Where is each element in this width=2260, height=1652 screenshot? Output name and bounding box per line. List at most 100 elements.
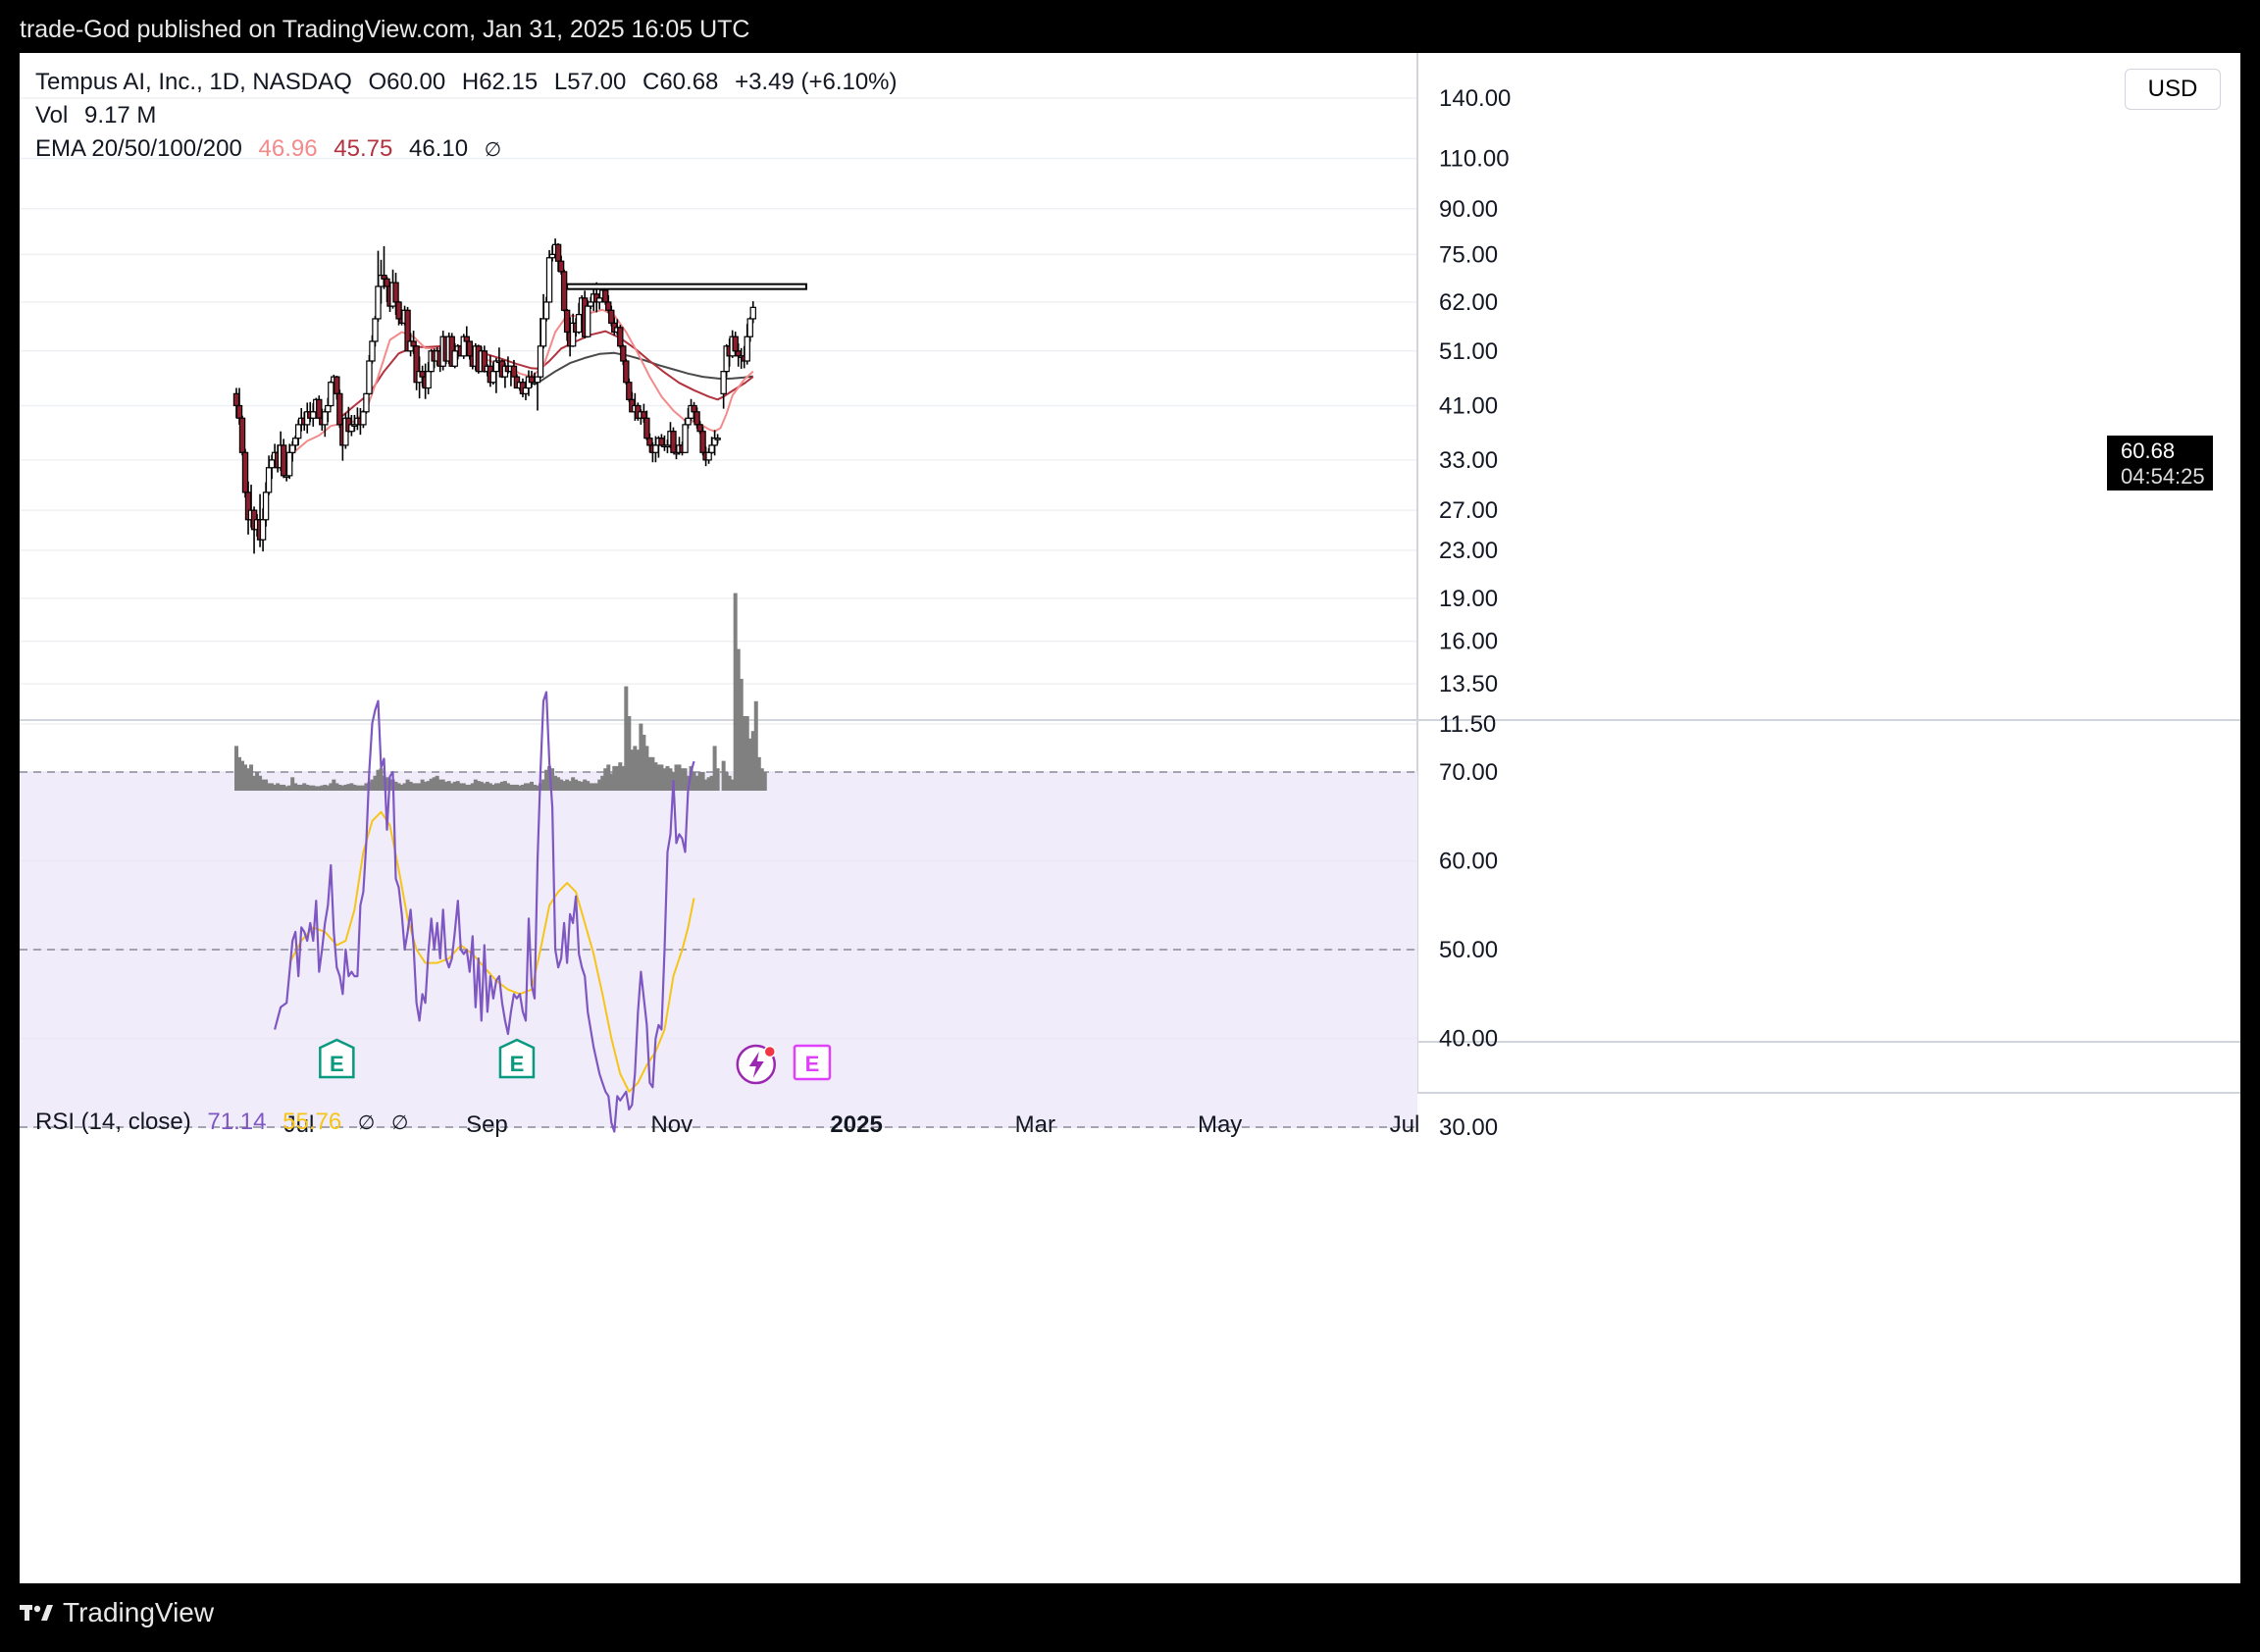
- volume-bar: [700, 772, 705, 791]
- ema-hidden-icon[interactable]: ∅: [484, 139, 502, 161]
- volume-bar: [326, 785, 331, 791]
- volume-bar: [449, 783, 454, 791]
- last-price: 60.68: [2121, 439, 2176, 463]
- volume-bar: [536, 785, 540, 791]
- volume-bar: [255, 772, 260, 791]
- volume-bar: [411, 783, 416, 791]
- volume-bar: [736, 648, 741, 791]
- volume-bar: [727, 775, 732, 791]
- volume-bar: [296, 784, 301, 791]
- volume-bar: [639, 723, 643, 791]
- candle-body: [262, 491, 270, 521]
- candle-body: [534, 376, 541, 384]
- volume-bar: [574, 779, 579, 791]
- volume-bar: [642, 735, 646, 791]
- candle-body: [542, 301, 550, 320]
- volume-bar: [337, 784, 342, 791]
- candle-body: [596, 297, 603, 303]
- ohlc-change: +3.49 (+6.10%): [735, 69, 898, 95]
- volume-bar: [636, 749, 641, 791]
- volume-bar: [712, 746, 717, 791]
- volume-bar: [721, 760, 726, 791]
- earnings-marker: E: [319, 1038, 355, 1079]
- volume-bar: [264, 779, 269, 791]
- candle-body: [265, 467, 273, 493]
- candle-body: [626, 382, 633, 400]
- price-tick-label: 23.00: [1439, 538, 1498, 564]
- candle-body: [369, 340, 376, 362]
- volume-bar: [443, 781, 448, 791]
- candle: [328, 381, 334, 407]
- volume-bar: [314, 786, 319, 791]
- volume-bar: [408, 781, 413, 791]
- candle: [714, 434, 721, 444]
- candle-body: [322, 411, 329, 426]
- candle: [363, 392, 370, 414]
- tradingview-logo[interactable]: TradingView: [20, 1597, 214, 1628]
- volume-bar: [270, 783, 275, 791]
- notification-dot: [763, 1045, 777, 1058]
- volume-bar: [379, 768, 384, 791]
- volume-bar: [505, 783, 510, 791]
- symbol-name: Tempus AI, Inc., 1D, NASDAQ: [35, 69, 352, 95]
- price-chart[interactable]: E E E 140.00 110.00 90.00 75.00 62.00 51.00 41.0…: [20, 53, 2240, 1583]
- axes: 140.00 110.00 90.00 75.00 62.00 51.00 41.00 33.…: [284, 85, 1512, 1141]
- candle-body: [451, 350, 458, 367]
- volume-bar: [290, 777, 295, 791]
- volume-bar: [747, 738, 752, 791]
- volume-bar: [514, 784, 519, 791]
- price-tick-label: 62.00: [1439, 289, 1498, 316]
- volume-bar: [287, 785, 292, 791]
- volume-bar: [440, 779, 445, 791]
- volume-bar: [349, 783, 354, 791]
- legend-volume-row: Vol 9.17 M: [35, 102, 166, 129]
- candle-body: [605, 301, 612, 311]
- ema100-value: 46.10: [408, 135, 469, 162]
- ohlc-close: C60.68: [642, 69, 719, 95]
- candle-body: [641, 411, 647, 419]
- candle-body: [545, 257, 553, 303]
- currency-button[interactable]: USD: [2125, 69, 2221, 110]
- volume-bar: [583, 779, 588, 791]
- volume-bar: [249, 764, 254, 791]
- volume-bar: [530, 781, 534, 791]
- volume-bar: [284, 786, 289, 791]
- candle-body: [584, 305, 591, 337]
- volume-bar: [423, 781, 428, 791]
- ema20-value: 46.96: [258, 135, 318, 162]
- earnings-marker-shape: [498, 1038, 536, 1079]
- rsi-hidden-icon-1[interactable]: ∅: [357, 1112, 376, 1134]
- candle-body: [295, 424, 302, 439]
- volume-bar: [680, 768, 685, 791]
- volume-bar: [750, 731, 755, 791]
- volume-bars: [234, 593, 767, 791]
- price-tick-label: 75.00: [1439, 241, 1498, 268]
- candle-body: [646, 438, 653, 446]
- rsi-hidden-icon-2[interactable]: ∅: [390, 1112, 409, 1134]
- earnings-marker-label: E: [510, 1052, 525, 1076]
- candle-body: [280, 444, 287, 477]
- volume-bar: [320, 785, 325, 791]
- candle: [670, 427, 677, 453]
- volume-bar: [458, 783, 463, 791]
- candle-body: [425, 371, 432, 389]
- volume-bar: [627, 716, 632, 791]
- candle-body: [563, 309, 571, 334]
- volume-bar: [559, 779, 564, 791]
- candle-body: [658, 438, 665, 446]
- volume-bar: [668, 768, 673, 791]
- volume-bar: [237, 756, 242, 791]
- candle-body: [652, 444, 659, 453]
- volume-bar: [258, 775, 263, 791]
- volume-bar: [733, 593, 738, 791]
- volume-bar: [556, 777, 561, 791]
- time-tick-label: Jul: [284, 1111, 315, 1138]
- candle-body: [325, 404, 332, 413]
- volume-bar: [476, 781, 481, 791]
- candle-body: [375, 285, 382, 320]
- volume-bar: [511, 784, 516, 791]
- vol-label: Vol: [35, 102, 69, 129]
- volume-bar: [496, 783, 501, 791]
- candle: [560, 269, 568, 312]
